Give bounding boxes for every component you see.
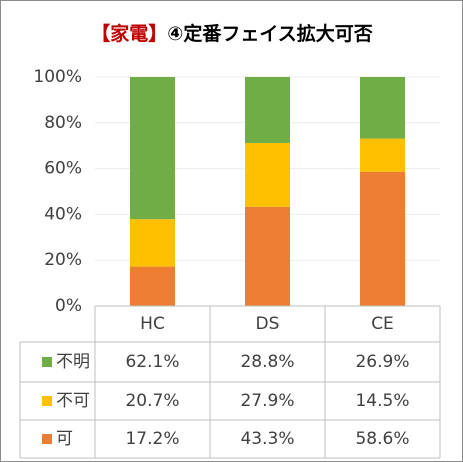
x-tick-label: DS — [256, 314, 280, 334]
legend-key — [42, 396, 52, 406]
table-value: 20.7% — [125, 391, 179, 411]
table-value: 43.3% — [240, 429, 294, 449]
bar-segment — [130, 219, 175, 267]
y-tick-label: 40% — [44, 204, 82, 224]
table-value: 62.1% — [125, 352, 179, 372]
table-value: 58.6% — [355, 429, 409, 449]
table-value: 14.5% — [355, 391, 409, 411]
bar-segment — [130, 266, 175, 306]
y-tick-label: 100% — [33, 67, 82, 87]
x-tick-label: HC — [140, 314, 165, 334]
legend-key — [42, 434, 52, 444]
y-tick-label: 80% — [44, 113, 82, 133]
table-value: 17.2% — [125, 429, 179, 449]
bar-segment — [245, 77, 290, 143]
bar-segment — [130, 77, 175, 220]
legend-key — [42, 357, 52, 367]
bar-segment — [360, 77, 405, 139]
y-tick-label: 60% — [44, 159, 82, 179]
x-tick-label: CE — [371, 314, 394, 334]
bar-segment — [360, 171, 405, 306]
y-tick-label: 0% — [55, 296, 82, 316]
table-value: 28.8% — [240, 352, 294, 372]
legend-label: 可 — [56, 429, 73, 449]
legend-label: 不可 — [56, 391, 90, 411]
chart-title: 【家電】④定番フェイス拡大可否 — [91, 22, 373, 45]
table-value: 27.9% — [240, 391, 294, 411]
y-tick-label: 20% — [44, 250, 82, 270]
title-main: ④定番フェイス拡大可否 — [167, 22, 373, 45]
bar-segment — [360, 138, 405, 172]
bar-segment — [245, 142, 290, 207]
legend-label: 不明 — [56, 352, 90, 372]
title-prefix: 【家電】 — [91, 22, 167, 45]
table-value: 26.9% — [355, 352, 409, 372]
bar-segment — [245, 206, 290, 306]
